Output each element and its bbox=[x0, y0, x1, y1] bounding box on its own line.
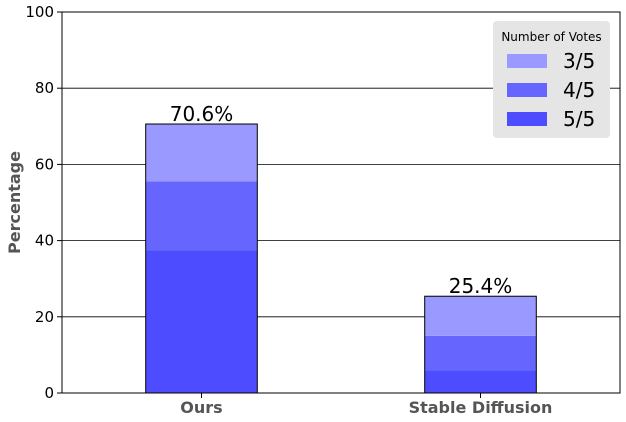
legend-swatch bbox=[507, 83, 547, 97]
y-tick-label: 60 bbox=[35, 155, 54, 173]
y-tick-label: 80 bbox=[35, 79, 54, 97]
y-tick-label: 100 bbox=[25, 3, 54, 21]
x-category-label: Stable Diffusion bbox=[409, 398, 553, 417]
legend-entry-label: 3/5 bbox=[563, 49, 595, 73]
bar-segment bbox=[145, 250, 258, 393]
legend-swatch bbox=[507, 112, 547, 126]
bar-total-label: 25.4% bbox=[449, 274, 513, 298]
bar-total-label: 70.6% bbox=[170, 102, 234, 126]
legend-swatch bbox=[507, 54, 547, 68]
bar-segment bbox=[424, 335, 537, 371]
x-category-label: Ours bbox=[180, 398, 222, 417]
bar-segment bbox=[424, 370, 537, 393]
y-tick-label: 0 bbox=[44, 384, 54, 402]
x-axis-labels: Ours Stable Diffusion bbox=[180, 393, 552, 417]
legend-entry-label: 4/5 bbox=[563, 78, 595, 102]
legend-title: Number of Votes bbox=[501, 30, 601, 44]
bar-segment bbox=[145, 181, 258, 251]
bars bbox=[145, 123, 537, 394]
plot-frame bbox=[61, 11, 621, 394]
bar-segment bbox=[424, 296, 537, 336]
y-axis-ticks: 0 20 40 60 80 100 bbox=[25, 3, 62, 402]
y-tick-label: 40 bbox=[35, 232, 54, 250]
legend: Number of Votes 3/5 4/5 5/5 bbox=[493, 21, 610, 138]
bar-segment bbox=[145, 124, 258, 182]
y-axis-title: Percentage bbox=[5, 151, 24, 254]
total-labels: 70.6% 25.4% bbox=[170, 102, 513, 298]
legend-entry-label: 5/5 bbox=[563, 107, 595, 131]
legend-box bbox=[493, 21, 610, 138]
y-tick-label: 20 bbox=[35, 308, 54, 326]
